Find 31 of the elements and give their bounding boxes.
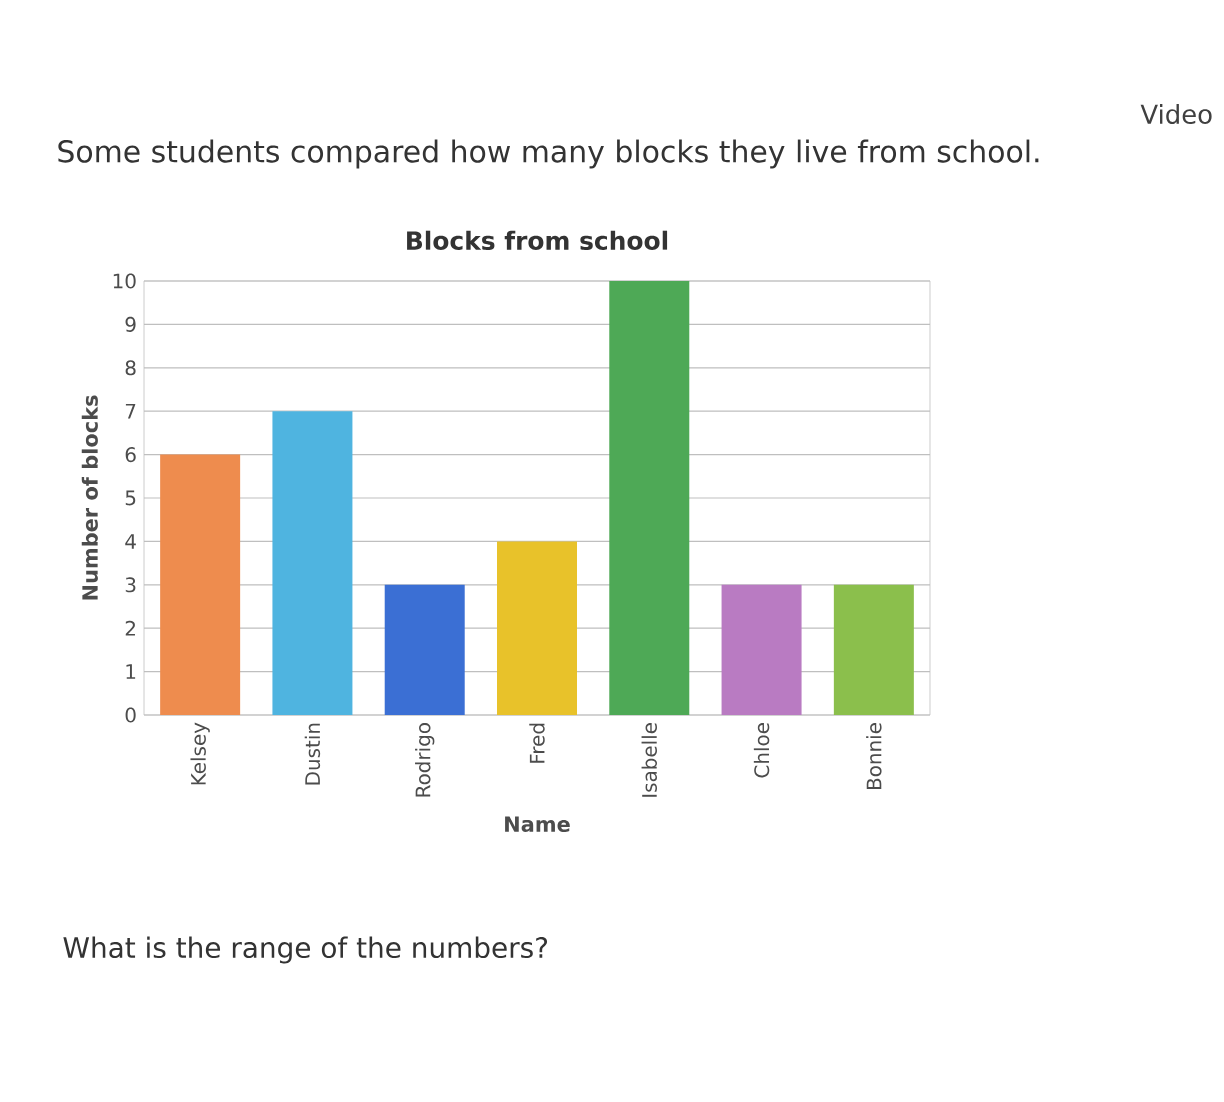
text: Video	[1140, 103, 1212, 125]
y-tick-label: 0	[125, 707, 136, 723]
y-tick-label: 9	[125, 316, 136, 332]
y-tick-label: 1	[126, 664, 136, 679]
bar	[609, 280, 690, 715]
bar	[384, 584, 465, 715]
y-tick-label: 6	[125, 447, 136, 463]
bar	[160, 454, 241, 715]
bar	[833, 584, 914, 715]
y-tick-label: 3	[125, 577, 136, 593]
y-tick-label: 2	[125, 620, 135, 636]
x-tick-label: Bonnie	[866, 723, 882, 789]
x-tick-label: Fred	[529, 723, 545, 763]
bar	[721, 584, 802, 715]
y-tick-label: 7	[125, 403, 136, 419]
y-axis-title: Number of blocks	[81, 395, 98, 600]
y-tick-label: 4	[125, 534, 136, 549]
x-tick-label: Kelsey	[190, 722, 210, 785]
y-tick-label: 10	[113, 273, 136, 289]
chart-title: Blocks from school	[407, 230, 668, 250]
x-axis-title: Name	[505, 816, 570, 832]
x-tick-label: Dustin	[304, 723, 321, 785]
x-tick-label: Isabelle	[641, 723, 657, 797]
y-tick-label: 5	[125, 490, 136, 506]
bar	[272, 411, 353, 715]
text: Some students compared how many blocks they live from school.	[58, 139, 1039, 169]
x-tick-label: Rodrigo	[415, 723, 435, 797]
y-tick-label: 8	[125, 360, 136, 376]
bar	[497, 541, 577, 715]
text: What is the range of the numbers?	[63, 936, 548, 964]
x-tick-label: Chloe	[753, 723, 770, 778]
